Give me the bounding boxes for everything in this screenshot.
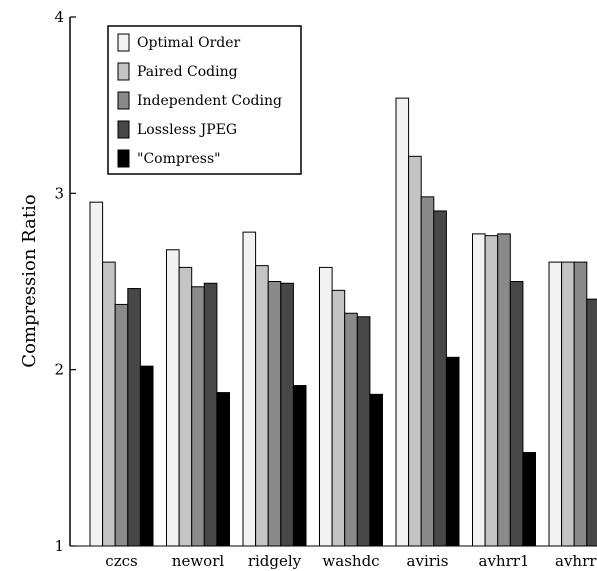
bar (267, 281, 282, 547)
x-tick-label: ridgely (248, 552, 302, 570)
y-tick-label: 3 (54, 184, 64, 202)
bar (573, 261, 588, 547)
bar (166, 249, 180, 547)
bar (484, 235, 499, 547)
bar (586, 298, 597, 547)
x-tick-label: aviris (407, 552, 449, 570)
x-tick-labels: czcs neworl ridgely washdc aviris avhrr1 avhrr… (105, 552, 597, 570)
bar (255, 265, 269, 547)
bar (280, 282, 294, 547)
bar (548, 261, 563, 547)
bar (497, 233, 511, 547)
legend-label: Optimal Order (137, 35, 241, 51)
bar (203, 282, 218, 547)
x-tick-label: czcs (105, 552, 137, 570)
bars-layer (89, 97, 597, 547)
legend: Optimal Order Paired Coding Independent Co… (107, 25, 302, 175)
bar (369, 393, 383, 547)
y-ticks: 1 2 3 4 (54, 8, 76, 555)
legend-label: Paired Coding (137, 64, 238, 80)
bar (420, 196, 435, 547)
bar (242, 231, 257, 547)
bar (191, 286, 205, 547)
bar (331, 289, 346, 547)
bar (178, 266, 193, 547)
x-tick-label: washdc (322, 552, 379, 570)
x-tick-label: avhrr1 (479, 552, 530, 570)
bar (522, 452, 537, 547)
bar (395, 97, 410, 547)
bar (356, 316, 371, 547)
bar (89, 201, 104, 547)
bar (472, 233, 486, 547)
legend-label: Lossless JPEG (137, 122, 237, 138)
legend-swatch (117, 149, 130, 168)
bar (509, 281, 524, 547)
bar (127, 288, 141, 547)
x-tick-label: neworl (172, 552, 225, 570)
legend-swatch (117, 33, 130, 52)
bar (445, 356, 460, 547)
x-tick-label: avhrr2 (555, 552, 597, 570)
y-axis-title: Compression Ratio (19, 194, 40, 367)
legend-label: "Compress" (137, 151, 221, 167)
bar (102, 261, 116, 547)
bar (114, 303, 129, 547)
y-tick-label: 4 (54, 8, 64, 26)
legend-frame (107, 25, 302, 175)
bar (139, 365, 154, 547)
bar (344, 312, 358, 547)
legend-swatch (117, 120, 130, 139)
y-tick-label: 2 (54, 361, 64, 379)
legend-swatch (117, 91, 130, 110)
bar (319, 266, 333, 547)
bar (408, 155, 422, 547)
legend-swatch (117, 62, 130, 81)
bar (216, 392, 230, 547)
bar (292, 385, 307, 547)
y-tick-label: 1 (54, 537, 64, 555)
legend-label: Independent Coding (137, 93, 282, 109)
bar (433, 210, 447, 547)
bar (561, 261, 575, 547)
